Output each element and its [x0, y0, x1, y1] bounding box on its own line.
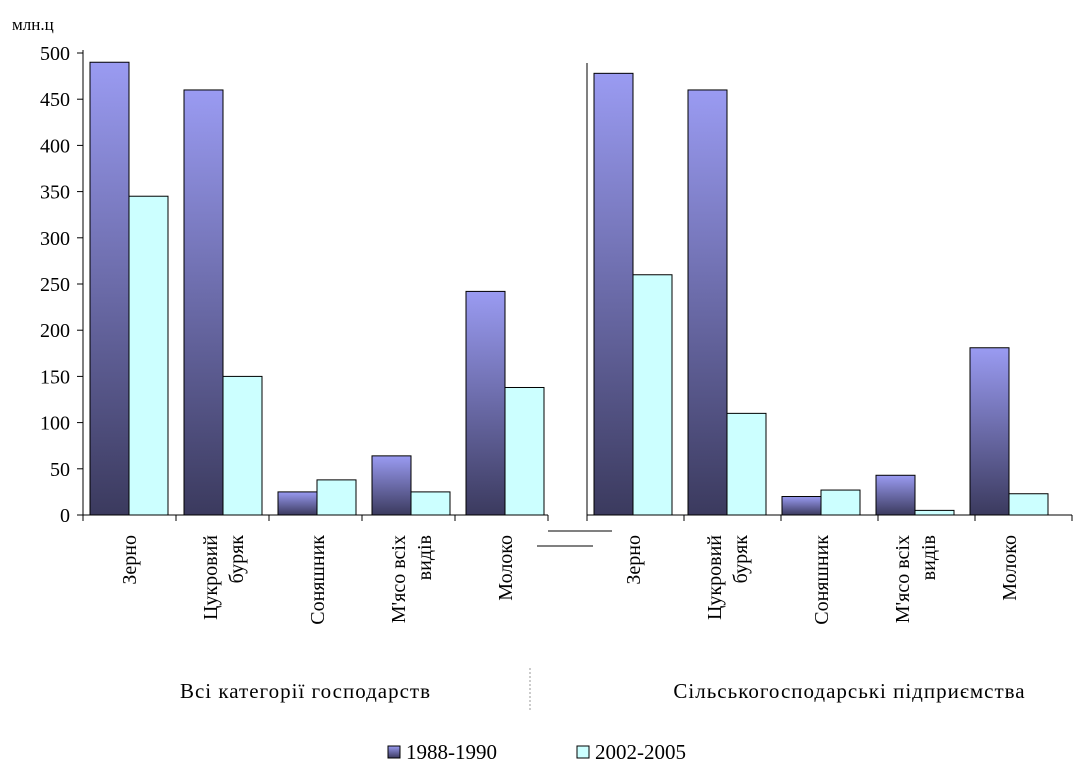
labels-layer: Зерно Цукровий буряк Соняшник М'ясо всіх виді…: [119, 535, 1025, 703]
bar-series2: [222, 375, 263, 516]
y-tick-label: 100: [40, 413, 70, 435]
bar-series1: [371, 455, 412, 516]
bar-series1: [781, 496, 822, 516]
category-label: М'ясо всіх: [892, 535, 914, 623]
bar-series1: [277, 491, 318, 516]
bar-series2: [504, 386, 545, 516]
bar-series1: [687, 89, 728, 516]
category-label: Зерно: [623, 535, 645, 585]
bars-layer: [89, 61, 1049, 516]
category-label: Зерно: [119, 535, 141, 585]
legend-label-2: 2002-2005: [595, 740, 686, 764]
bar-series1: [593, 72, 634, 516]
legend-label-1: 1988-1990: [406, 740, 497, 764]
bar-series2: [820, 489, 861, 516]
bar-series2: [1008, 493, 1049, 516]
y-tick-label: 250: [40, 274, 70, 296]
legend-swatch-2: [576, 745, 590, 759]
bar-series2: [914, 509, 955, 516]
y-tick-label: 400: [40, 135, 70, 157]
category-label: Молоко: [999, 535, 1021, 601]
legend-swatch-1: [387, 745, 401, 759]
group-label: Сільськогосподарські підприємства: [673, 679, 1025, 703]
y-tick-label: 500: [40, 43, 70, 65]
bar-series1: [969, 347, 1010, 516]
bar-series2: [632, 274, 673, 516]
bar-series2: [128, 195, 169, 516]
category-label: М'ясо всіх: [388, 535, 410, 623]
y-tick-label: 50: [50, 459, 70, 481]
bar-series1: [875, 474, 916, 516]
y-tick-label: 150: [40, 366, 70, 388]
group-label: Всі категорії господарств: [180, 679, 431, 703]
y-tick-label: 450: [40, 89, 70, 111]
category-label: буряк: [226, 535, 248, 584]
category-label: Цукровий: [704, 535, 726, 620]
category-label: буряк: [730, 535, 752, 584]
category-label: видів: [918, 535, 940, 580]
bar-series2: [410, 491, 451, 516]
bar-series2: [316, 479, 357, 516]
category-label: Цукровий: [200, 535, 222, 620]
y-axis-unit-label: млн.ц: [12, 15, 54, 34]
bar-series1: [89, 61, 130, 516]
y-tick-label: 0: [60, 505, 70, 527]
category-label: Соняшник: [811, 535, 833, 625]
bar-series1: [465, 290, 506, 516]
bar-series1: [183, 89, 224, 516]
bar-series2: [726, 412, 767, 516]
category-label: видів: [414, 535, 436, 580]
y-tick-label: 200: [40, 320, 70, 342]
category-label: Соняшник: [307, 535, 329, 625]
category-label: Молоко: [495, 535, 517, 601]
y-tick-label: 300: [40, 228, 70, 250]
legend: 1988-1990 2002-2005: [387, 740, 686, 764]
y-tick-label: 350: [40, 182, 70, 204]
